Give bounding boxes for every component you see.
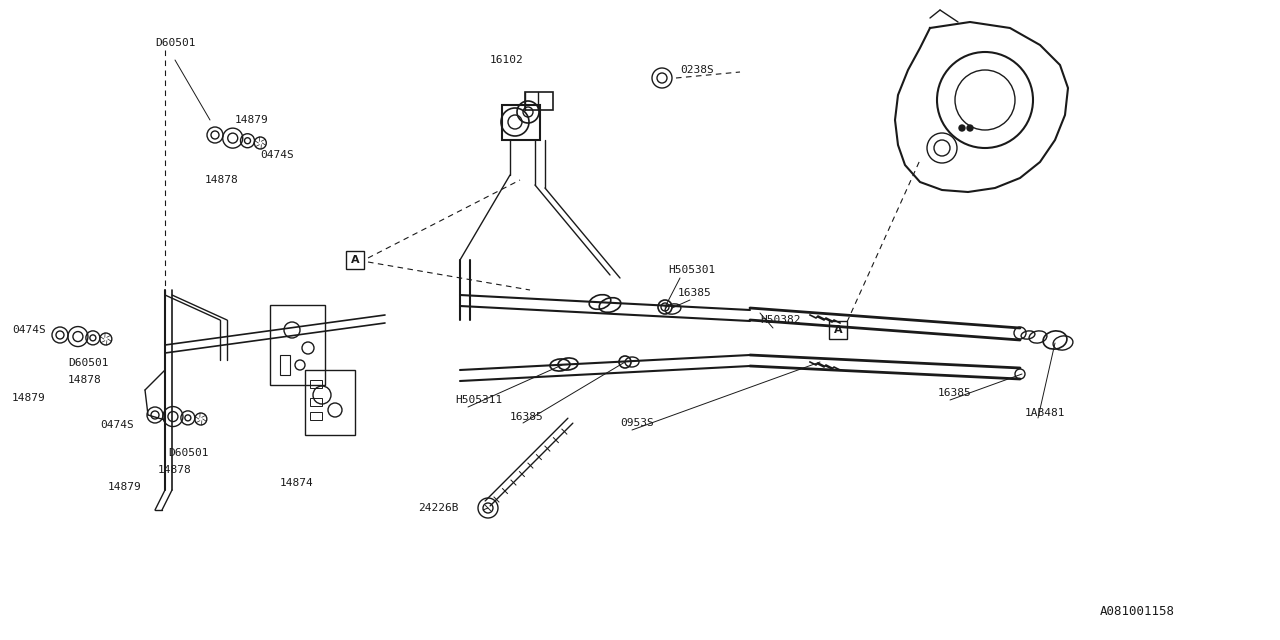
Text: 1AB481: 1AB481	[1025, 408, 1065, 418]
Text: 14879: 14879	[12, 393, 46, 403]
Text: 16385: 16385	[938, 388, 972, 398]
Bar	[502, 105, 540, 140]
Circle shape	[959, 125, 965, 131]
Text: 16385: 16385	[509, 412, 544, 422]
Text: D60501: D60501	[168, 448, 209, 458]
Bar	[305, 370, 355, 435]
Bar	[525, 92, 553, 110]
Text: 0474S: 0474S	[12, 325, 46, 335]
Bar	[829, 321, 847, 339]
Text: 16385: 16385	[678, 288, 712, 298]
Text: D60501: D60501	[155, 38, 196, 48]
Text: 14878: 14878	[157, 465, 192, 475]
Text: H50382: H50382	[760, 315, 800, 325]
Text: 0474S: 0474S	[260, 150, 293, 160]
Bar	[270, 305, 325, 385]
Text: 24226B: 24226B	[419, 503, 458, 513]
Bar	[310, 412, 323, 420]
Text: 14879: 14879	[236, 115, 269, 125]
Text: D60501: D60501	[68, 358, 109, 368]
Text: 14874: 14874	[280, 478, 314, 488]
Bar	[346, 251, 364, 269]
Text: 0474S: 0474S	[100, 420, 133, 430]
Circle shape	[966, 125, 973, 131]
Text: A: A	[351, 255, 360, 265]
Text: 0953S: 0953S	[620, 418, 654, 428]
Text: 14878: 14878	[68, 375, 101, 385]
Text: 0238S: 0238S	[680, 65, 714, 75]
Bar	[280, 355, 291, 375]
Text: H505301: H505301	[668, 265, 716, 275]
Text: H505311: H505311	[454, 395, 502, 405]
Text: 14878: 14878	[205, 175, 239, 185]
Text: 16102: 16102	[490, 55, 524, 65]
Bar	[310, 380, 323, 388]
Text: A: A	[833, 325, 842, 335]
Text: 14879: 14879	[108, 482, 142, 492]
Text: A081001158: A081001158	[1100, 605, 1175, 618]
Bar	[310, 398, 323, 406]
